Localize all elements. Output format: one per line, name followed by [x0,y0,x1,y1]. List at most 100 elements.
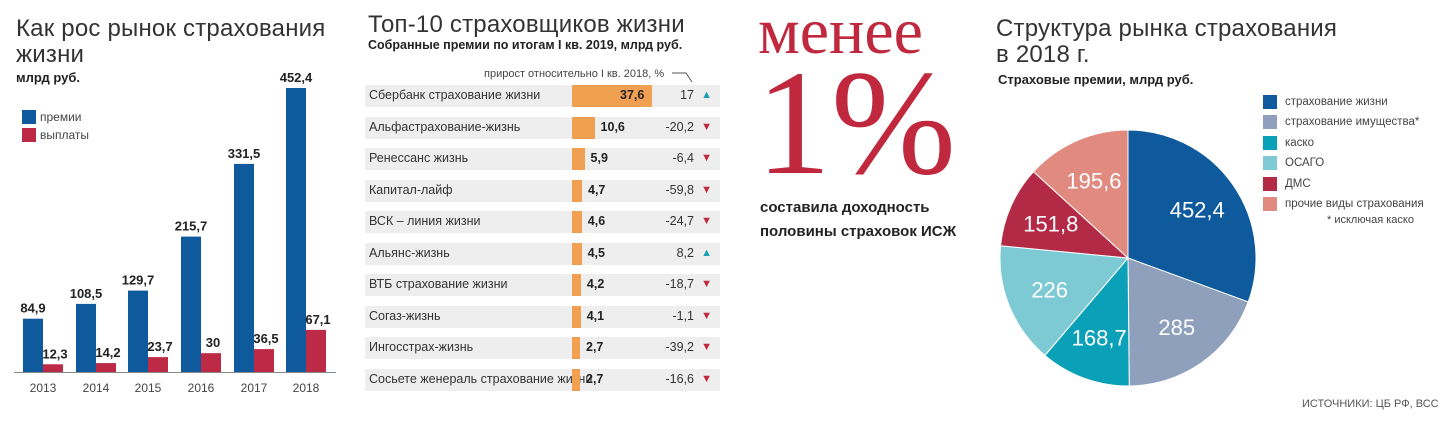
sources: ИСТОЧНИКИ: ЦБ РФ, ВСС [1302,398,1439,410]
pie-legend-label: ДМС [1285,177,1311,190]
panel1-unit: млрд руб. [16,70,80,85]
tick-label-2018: 2018 [293,381,320,395]
growth-value: -18,7 [665,277,695,291]
pie-legend-item: ОСАГО [1263,155,1324,171]
pie-footnote: * исключая каско [1327,214,1414,226]
panel2-subtitle: Собранные премии по итогам I кв. 2019, м… [368,38,683,52]
bar-payouts-2018 [306,329,326,372]
premium-bar [572,211,582,233]
list-item: Ренессанс жизнь 5,9 -6,4 ▼ [365,148,720,170]
arrow-up-icon: ▲ [701,89,712,101]
growth-value: -20,2 [665,119,695,134]
data-label-premiums-2013: 84,9 [20,301,45,316]
data-label-premiums-2014: 108,5 [70,286,103,301]
panel1-title: Как рос рынок страхования жизни [16,15,326,68]
tick-label-2016: 2016 [188,381,215,395]
insurer-name: Ингосстрах-жизнь [369,340,474,354]
insurer-name: Альянс-жизнь [369,245,450,260]
pie-legend-swatch [1263,197,1277,212]
pie-legend-swatch [1263,135,1277,150]
list-item: Альянс-жизнь 4,5 8,2 ▲ [365,242,720,265]
legend-swatch-payouts [22,127,36,142]
data-label-payouts-2014: 14,2 [95,345,120,360]
insurer-name: Согаз-жизнь [369,308,441,323]
bar-payouts-2014 [96,363,116,372]
growth-value: 17 [680,88,694,102]
list-item: Сосьете женераль страхование жизни 2,7 -16… [365,368,720,391]
pie-label-3: 226 [1031,278,1068,303]
legend-premiums: премии [22,108,82,126]
premium-bar [572,337,580,359]
bar-payouts-2016 [201,353,221,372]
headline-less-than: менее [758,0,923,68]
panel4-title-line2: в 2018 г. [996,41,1090,68]
growth-value: -39,2 [665,340,695,354]
pie-legend-swatch [1263,94,1277,109]
premium-value: 4,2 [586,277,605,291]
pie-legend-swatch [1263,115,1277,130]
headline-percent: 1% [756,40,956,206]
bar-payouts-2017 [254,349,274,372]
premium-value: 4,6 [587,214,606,228]
tick-label-2015: 2015 [135,381,162,395]
bar-payouts-2013 [43,364,63,372]
pie-legend-label: страхование имущества* [1285,116,1420,129]
growth-value: -6,4 [672,151,694,165]
bar-premiums-2013 [23,318,43,372]
premium-value: 2,7 [586,340,604,354]
data-label-premiums-2016: 215,7 [175,219,208,234]
premium-value: 4,7 [588,182,606,197]
list-item: Ингосстрах-жизнь 2,7 -39,2 ▼ [365,337,720,359]
bar-premiums-2018 [286,88,306,372]
list-item: Сбербанк страхование жизни 37,6 17 ▲ [365,85,720,107]
arrow-up-icon: ▲ [701,246,712,259]
bar-premiums-2015 [128,290,148,372]
pie-legend-item: страхование жизни [1263,93,1388,109]
pie-legend-item: каско [1263,134,1314,150]
growth-header: прирост относительно I кв. 2018, % [484,68,665,80]
arrow-down-icon: ▼ [701,278,712,290]
premium-bar [572,148,585,170]
growth-value: -1,1 [672,308,694,323]
premium-value: 2,7 [586,371,604,386]
data-label-payouts-2018: 67,1 [305,312,330,327]
legend-swatch-premiums [22,109,36,124]
pie-slice-4 [1000,170,1130,259]
pie-legend-swatch [1263,176,1277,191]
legend-label-premiums: премии [40,109,82,124]
insurer-name: Ренессанс жизнь [369,151,469,165]
arrow-down-icon: ▼ [701,309,712,322]
pie-legend-label: ОСАГО [1285,157,1325,170]
pie-slice-2 [1044,256,1130,387]
insurer-name: ВСК – линия жизни [369,214,481,228]
arrow-down-icon: ▼ [701,120,712,133]
growth-header-connector [672,72,693,83]
pie-label-4: 151,8 [1023,212,1078,237]
pie-legend-item: прочие виды страхования [1263,196,1424,212]
pie-label-1: 285 [1158,315,1195,340]
list-item: ВСК – линия жизни 4,6 -24,7 ▼ [365,211,720,233]
premium-bar [572,116,595,139]
bar-premiums-2014 [76,303,96,372]
tick-label-2013: 2013 [30,381,57,395]
pie-slice-3 [999,245,1130,357]
premium-bar [572,274,581,296]
tick-label-2014: 2014 [83,381,110,395]
list-item: Альфастрахование-жизнь 10,6 -20,2 ▼ [365,116,720,139]
panel2-title: Топ-10 страховщиков жизни [368,11,685,38]
insurer-name: Сбербанк страхование жизни [369,88,541,102]
premium-value: 4,1 [586,308,605,323]
premium-value: 4,5 [587,245,605,260]
premium-value: 5,9 [590,151,608,165]
pie-legend-label: страхование жизни [1285,95,1388,108]
pie-label-5: 195,6 [1066,169,1121,194]
data-label-premiums-2018: 452,4 [280,70,313,85]
growth-value: -24,7 [665,214,695,228]
pie-legend-label: прочие виды страхования [1285,198,1424,211]
growth-value: -59,8 [665,182,695,197]
legend-label-payouts: выплаты [40,127,90,142]
arrow-down-icon: ▼ [701,372,712,385]
bar-chart: 84,9 12,3 2013 108,5 14,2 2014 129,7 23,7 2015 21… [14,70,336,395]
bar-premiums-2017 [234,163,254,372]
growth-value: 8,2 [676,245,694,260]
